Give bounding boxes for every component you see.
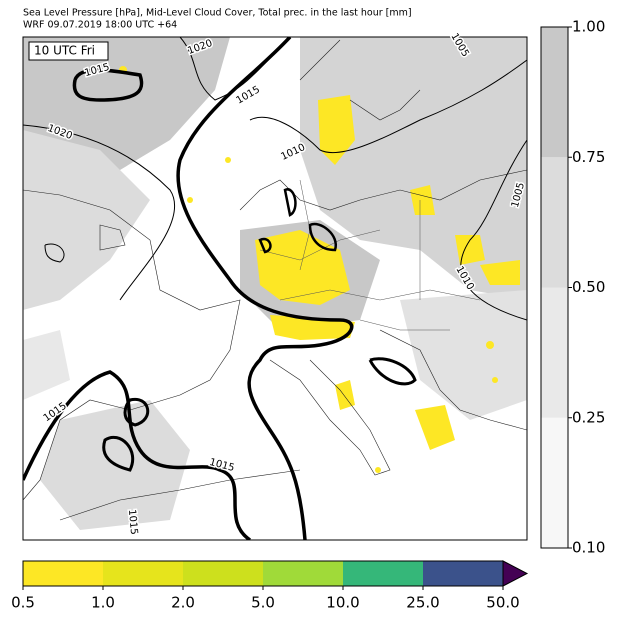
precip-colorbar: 0.5 1.0 2.0 5.0 10.0 25.0 50.0 (11, 560, 529, 612)
colorbar-segment (183, 561, 263, 586)
colorbar-tick-label: 1.0 (91, 594, 115, 612)
colorbar-segment (263, 561, 343, 586)
colorbar-segment (541, 287, 568, 418)
colorbar-segment (541, 27, 568, 158)
colorbar-tick-label: 0.10 (572, 539, 605, 557)
time-box: 10 UTC Fri (28, 41, 109, 61)
colorbar-segment (103, 561, 183, 586)
colorbar-tick-label: 2.0 (171, 594, 195, 612)
colorbar-tick-label: 0.50 (572, 278, 605, 296)
colorbar-tick-label: 25.0 (406, 594, 439, 612)
subtitle: WRF 09.07.2019 18:00 UTC +64 (23, 20, 177, 31)
colorbar-tick-label: 0.5 (11, 594, 35, 612)
colorbar-tick-label: 5.0 (251, 594, 275, 612)
colorbar-tick-label: 0.75 (572, 148, 605, 166)
colorbar-tick-label: 0.25 (572, 408, 605, 426)
colorbar-tick-label: 10.0 (326, 594, 359, 612)
colorbar-segment (541, 157, 568, 288)
cloud-colorbar: 0.10 0.25 0.50 0.75 1.00 (540, 18, 605, 557)
colorbar-segment (423, 561, 503, 586)
map (23, 37, 527, 540)
colorbar-segment (541, 417, 568, 548)
colorbar-segment (23, 561, 103, 586)
time-label: 10 UTC Fri (34, 44, 95, 58)
map-frame (22, 36, 528, 541)
colorbar-segment (343, 561, 423, 586)
title: Sea Level Pressure [hPa], Mid-Level Clou… (23, 8, 412, 19)
colorbar-tick-label: 50.0 (486, 594, 519, 612)
colorbar-tick-label: 1.00 (572, 18, 605, 36)
isobar-label: 1015 (126, 509, 139, 535)
colorbar-extend (502, 560, 529, 587)
